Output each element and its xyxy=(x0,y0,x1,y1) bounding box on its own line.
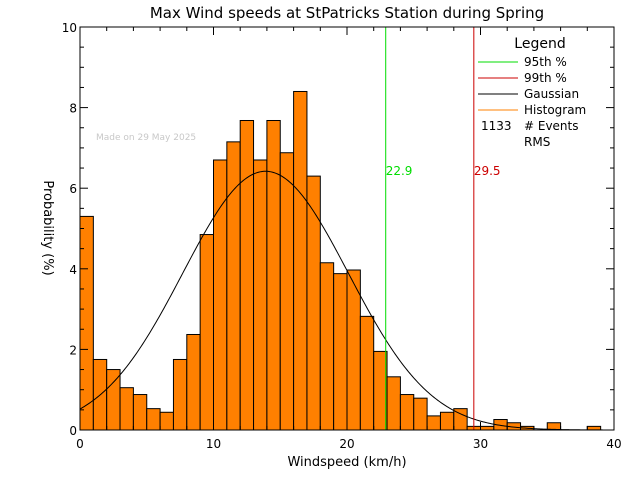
histogram-bar xyxy=(346,269,361,431)
legend-label-p95: 95th % xyxy=(524,55,567,69)
histogram-bar xyxy=(119,387,134,431)
histogram-bar xyxy=(199,234,214,431)
histogram-bar xyxy=(239,119,255,431)
legend-label-histogram: Histogram xyxy=(524,103,586,117)
legend-label-p99: 99th % xyxy=(524,71,567,85)
y-tick-label: 4 xyxy=(69,263,77,277)
p99-value-label: 29.5 xyxy=(474,164,501,178)
y-tick-label: 8 xyxy=(69,102,77,116)
y-axis-label: Probability (%) xyxy=(40,180,55,275)
histogram-bar xyxy=(386,376,401,431)
y-tick-label: 10 xyxy=(62,21,77,35)
histogram-bar xyxy=(106,369,121,431)
histogram-bar xyxy=(172,358,188,431)
legend-rms-label: RMS xyxy=(524,135,550,149)
x-tick-label: 10 xyxy=(206,437,221,451)
legend: Legend 95th % 99th % Gaussian Histogram … xyxy=(478,36,586,149)
x-axis-label: Windspeed (km/h) xyxy=(287,455,406,470)
histogram-bar xyxy=(480,425,495,431)
histogram-bar xyxy=(132,394,148,431)
histogram-bar xyxy=(399,394,415,431)
legend-title: Legend xyxy=(514,36,565,52)
p95-value-label: 22.9 xyxy=(386,164,413,178)
histogram-bar xyxy=(306,175,321,431)
y-tick-label: 0 xyxy=(69,424,77,438)
histogram-bar xyxy=(439,411,455,431)
legend-events-count: 1133 xyxy=(481,119,512,133)
histogram-bar xyxy=(426,415,441,431)
histogram-bar xyxy=(359,315,375,431)
histogram-bar xyxy=(279,152,295,431)
x-tick-label: 40 xyxy=(606,437,621,451)
x-tick-label: 20 xyxy=(339,437,354,451)
x-tick-label: 30 xyxy=(473,437,488,451)
legend-label-gaussian: Gaussian xyxy=(524,87,579,101)
gaussian-curve-group xyxy=(79,170,614,431)
histogram-bar xyxy=(253,159,268,431)
histogram-bar xyxy=(186,333,201,431)
histogram-bar xyxy=(293,90,308,431)
histogram-bar xyxy=(319,262,335,431)
histogram-bar xyxy=(146,408,161,431)
histogram-bar xyxy=(266,119,281,431)
y-tick-label: 6 xyxy=(69,182,77,196)
made-on-annotation: Made on 29 May 2025 xyxy=(96,133,196,143)
y-tick-label: 2 xyxy=(69,343,77,357)
histogram-bar xyxy=(333,273,348,431)
legend-events-label: # Events xyxy=(524,119,579,133)
histogram-bar xyxy=(159,411,174,431)
gaussian-curve xyxy=(79,170,614,431)
axis-ticks: 0 10 20 30 40 0 2 4 6 8 10 xyxy=(62,21,622,451)
chart-title: Max Wind speeds at StPatricks Station du… xyxy=(150,4,544,22)
histogram-bar xyxy=(413,397,428,431)
histogram-bar xyxy=(373,350,388,431)
x-tick-label: 0 xyxy=(76,437,84,451)
percentile-lines: 22.9 29.5 xyxy=(385,27,501,430)
